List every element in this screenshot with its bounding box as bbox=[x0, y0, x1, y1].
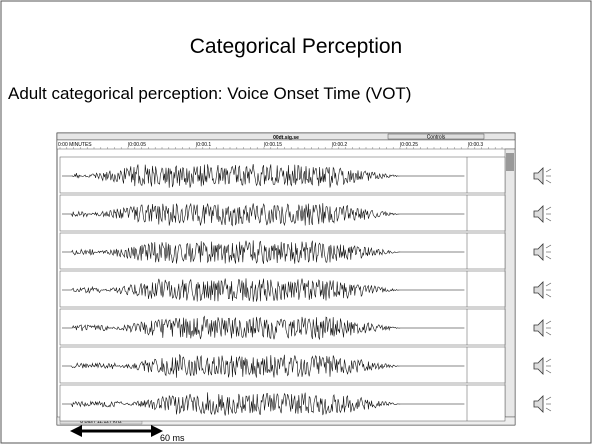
scrollbar[interactable] bbox=[504, 148, 516, 418]
controls-label[interactable]: Controls bbox=[427, 135, 446, 141]
speaker-body bbox=[533, 395, 544, 413]
speaker-wave bbox=[545, 331, 552, 336]
track bbox=[59, 232, 506, 270]
ruler bbox=[56, 139, 516, 150]
speaker-wave bbox=[545, 369, 552, 374]
waveform bbox=[62, 354, 465, 378]
scroll-thumb[interactable] bbox=[506, 153, 514, 171]
speaker-icon[interactable] bbox=[533, 167, 552, 185]
ruler-label: |0:00.15 bbox=[264, 142, 282, 148]
window-title: 00dt.sig.se bbox=[273, 135, 299, 141]
speaker-wave bbox=[545, 168, 552, 173]
speaker-wave bbox=[545, 179, 552, 184]
speaker-body bbox=[533, 357, 544, 375]
scale-label: 60 ms bbox=[160, 433, 185, 443]
ruler-label: |0:00.05 bbox=[128, 142, 146, 148]
speaker-body bbox=[533, 319, 544, 337]
speaker-icon[interactable] bbox=[533, 357, 552, 375]
speaker-icon[interactable] bbox=[533, 205, 552, 223]
ruler-label: |0:00.25 bbox=[400, 142, 418, 148]
arrow-head bbox=[151, 425, 163, 437]
waveform bbox=[62, 315, 465, 341]
waveform bbox=[62, 164, 465, 188]
slide-subtitle: Adult categorical perception: Voice Onse… bbox=[8, 84, 411, 103]
controls-box[interactable] bbox=[387, 133, 485, 140]
speaker-icon[interactable] bbox=[533, 319, 552, 337]
speaker-wave bbox=[545, 407, 552, 412]
speaker-icon[interactable] bbox=[533, 395, 552, 413]
speaker-wave bbox=[545, 206, 552, 211]
speaker-body bbox=[533, 243, 544, 261]
speaker-wave bbox=[545, 282, 552, 287]
waveform bbox=[62, 202, 465, 227]
ruler-label: |0:00.1 bbox=[196, 142, 211, 148]
status-text: 8 Bits / 11.127 kHz bbox=[80, 419, 122, 425]
waveform bbox=[62, 278, 465, 302]
waveform bbox=[62, 392, 465, 416]
speaker-body bbox=[533, 167, 544, 185]
speaker-wave bbox=[545, 217, 552, 222]
speaker-icon[interactable] bbox=[533, 281, 552, 299]
speaker-body bbox=[533, 205, 544, 223]
speaker-wave bbox=[545, 293, 552, 298]
speaker-wave bbox=[545, 244, 552, 249]
ruler-label: 0:00 MINUTES bbox=[58, 142, 92, 148]
speaker-wave bbox=[545, 358, 552, 363]
speaker-wave bbox=[545, 320, 552, 325]
waveform bbox=[62, 240, 465, 264]
speaker-icon[interactable] bbox=[533, 243, 552, 261]
speaker-wave bbox=[545, 396, 552, 401]
ruler-label: |0:00.2 bbox=[332, 142, 347, 148]
speaker-body bbox=[533, 281, 544, 299]
ruler-label: |0:00.3 bbox=[468, 142, 483, 148]
arrow-head bbox=[70, 425, 82, 437]
speaker-wave bbox=[545, 255, 552, 260]
slide-title: Categorical Perception bbox=[190, 35, 402, 58]
